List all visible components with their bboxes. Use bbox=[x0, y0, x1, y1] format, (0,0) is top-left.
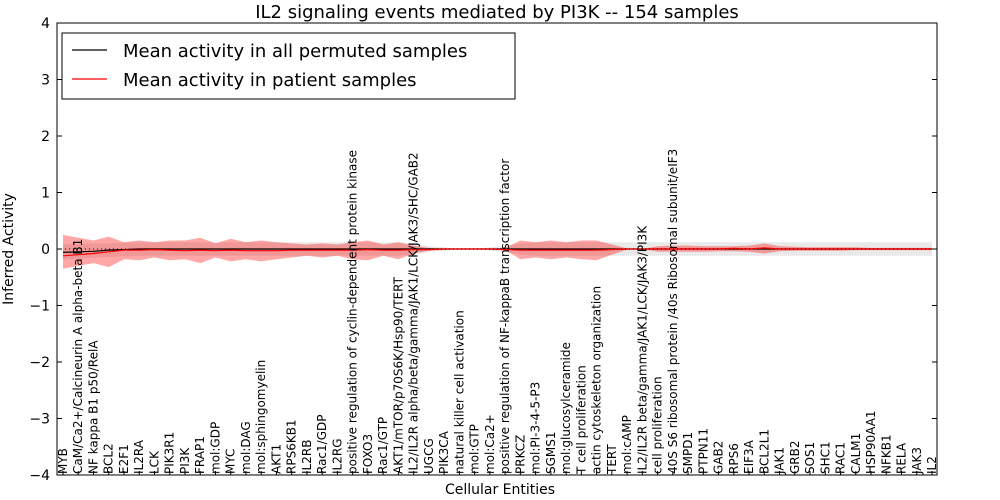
x-tick-label: FRAP1 bbox=[193, 436, 207, 474]
x-tick-label: mol:GTP bbox=[468, 424, 482, 474]
x-tick-label: T cell proliferation bbox=[574, 365, 588, 475]
x-tick-label: MYB bbox=[56, 448, 70, 474]
y-axis-label: Inferred Activity bbox=[1, 193, 17, 305]
y-tick-label: 0 bbox=[41, 242, 50, 258]
x-tick-label: RAC1 bbox=[834, 442, 848, 474]
x-tick-label: mol:Ca2+ bbox=[483, 414, 497, 474]
x-tick-label: positive regulation of cyclin-dependent … bbox=[346, 150, 360, 474]
y-tick-label: −4 bbox=[29, 468, 50, 484]
x-tick-label: IL2RG bbox=[330, 439, 344, 475]
confidence-bands bbox=[63, 234, 932, 269]
legend-label-permuted: Mean activity in all permuted samples bbox=[123, 41, 467, 62]
y-tick-label: 4 bbox=[41, 16, 50, 32]
y-tick-label: 1 bbox=[41, 186, 50, 202]
x-tick-label: Rac1/GTP bbox=[376, 417, 390, 474]
x-tick-label: HSP90AA1 bbox=[864, 410, 878, 474]
x-tick-label: AKT1/mTOR/p70S6K/Hsp90/TERT bbox=[391, 276, 405, 474]
x-tick-label: SHC1 bbox=[818, 441, 832, 474]
x-tick-label: PIK3CA bbox=[437, 430, 451, 474]
x-tick-label: GAB2 bbox=[712, 441, 726, 474]
x-tick-label: mol:glucosylceramide bbox=[559, 342, 573, 474]
x-tick-label: EIF3A bbox=[742, 439, 756, 474]
x-axis-label: Cellular Entities bbox=[445, 482, 555, 498]
y-tick-label: −1 bbox=[29, 299, 50, 315]
x-tick-label: SMPD1 bbox=[681, 432, 695, 474]
x-tick-label: BCL2 bbox=[102, 443, 116, 474]
x-tick-label: E2F1 bbox=[117, 444, 131, 474]
y-tick-label: −3 bbox=[29, 412, 50, 428]
x-tick-label: mol:DAG bbox=[239, 421, 253, 474]
x-tick-label: 40S S6 ribosomal protein /40s Ribosomal … bbox=[666, 149, 680, 474]
y-tick-label: 2 bbox=[41, 129, 50, 145]
x-tick-label: cell proliferation bbox=[651, 376, 665, 474]
x-tick-label: JAK3 bbox=[910, 447, 924, 475]
x-tick-label: IL2/IL2R alpha/beta/gamma/JAK1/LCK/JAK3/… bbox=[407, 152, 421, 474]
x-tick-label: RELA bbox=[895, 442, 909, 474]
x-tick-label: PTPN11 bbox=[696, 428, 710, 474]
y-axis: −4 −3 −2 −1 0 1 2 3 4 bbox=[29, 16, 937, 484]
x-tick-label: GRB2 bbox=[788, 440, 802, 474]
x-tick-label: FOXO3 bbox=[361, 434, 375, 474]
x-tick-label: PIK3R1 bbox=[163, 432, 177, 474]
x-tick-label: mol:GDP bbox=[209, 422, 223, 474]
x-tick-label: CaM/Ca2+/Calcineurin A alpha-beta B1 bbox=[71, 239, 85, 474]
x-tick-label: Rac1/GDP bbox=[315, 415, 329, 474]
series-lines bbox=[57, 247, 937, 257]
x-tick-label: mol:PI-3-4-5-P3 bbox=[529, 382, 543, 474]
x-tick-label: NF kappa B1 p50/RelA bbox=[87, 340, 101, 474]
x-tick-label: PRKCZ bbox=[513, 435, 527, 474]
x-tick-label: RPS6 bbox=[727, 443, 741, 474]
x-axis-tick-labels: MYB CaM/Ca2+/Calcineurin A alpha-beta B1 N… bbox=[56, 149, 939, 475]
x-tick-label: LCK bbox=[148, 450, 162, 474]
x-tick-label: IL2RA bbox=[132, 439, 146, 474]
x-tick-label: IL2 bbox=[925, 456, 939, 474]
x-tick-label: NFKB1 bbox=[879, 434, 893, 474]
x-tick-label: natural killer cell activation bbox=[452, 310, 466, 474]
x-tick-label: SOS1 bbox=[803, 442, 817, 474]
y-tick-label: 3 bbox=[41, 73, 50, 89]
x-tick-label: IL2/IL2R beta/gamma/JAK1/LCK/JAK3/PI3K bbox=[635, 225, 649, 474]
legend-box bbox=[61, 32, 516, 100]
x-tick-label: SGMS1 bbox=[544, 431, 558, 474]
x-tick-label: BCL2L1 bbox=[757, 429, 771, 474]
x-tick-label: actin cytoskeleton organization bbox=[590, 286, 604, 474]
band-patient bbox=[63, 234, 932, 269]
chart-title: IL2 signaling events mediated by PI3K --… bbox=[255, 2, 739, 23]
x-tick-label: MYC bbox=[224, 449, 238, 474]
legend: Mean activity in all permuted samples Me… bbox=[61, 32, 516, 100]
x-tick-label: CALM1 bbox=[849, 433, 863, 474]
x-tick-label: PI3K bbox=[178, 447, 192, 474]
x-tick-label: mol:cAMP bbox=[620, 415, 634, 474]
band-permuted bbox=[63, 242, 932, 260]
legend-label-patient: Mean activity in patient samples bbox=[123, 70, 417, 91]
x-tick-label: TERT bbox=[605, 444, 619, 475]
x-tick-label: AKT1 bbox=[269, 444, 283, 474]
x-tick-label: mol:sphingomyelin bbox=[254, 360, 268, 474]
x-tick-label: JAK1 bbox=[773, 447, 787, 475]
x-tick-label: UGCG bbox=[422, 438, 436, 474]
y-tick-label: −2 bbox=[29, 355, 50, 371]
x-tick-label: positive regulation of NF-kappaB transcr… bbox=[498, 159, 512, 474]
x-tick-label: RPS6KB1 bbox=[285, 419, 299, 474]
x-tick-label: IL2RB bbox=[300, 440, 314, 474]
